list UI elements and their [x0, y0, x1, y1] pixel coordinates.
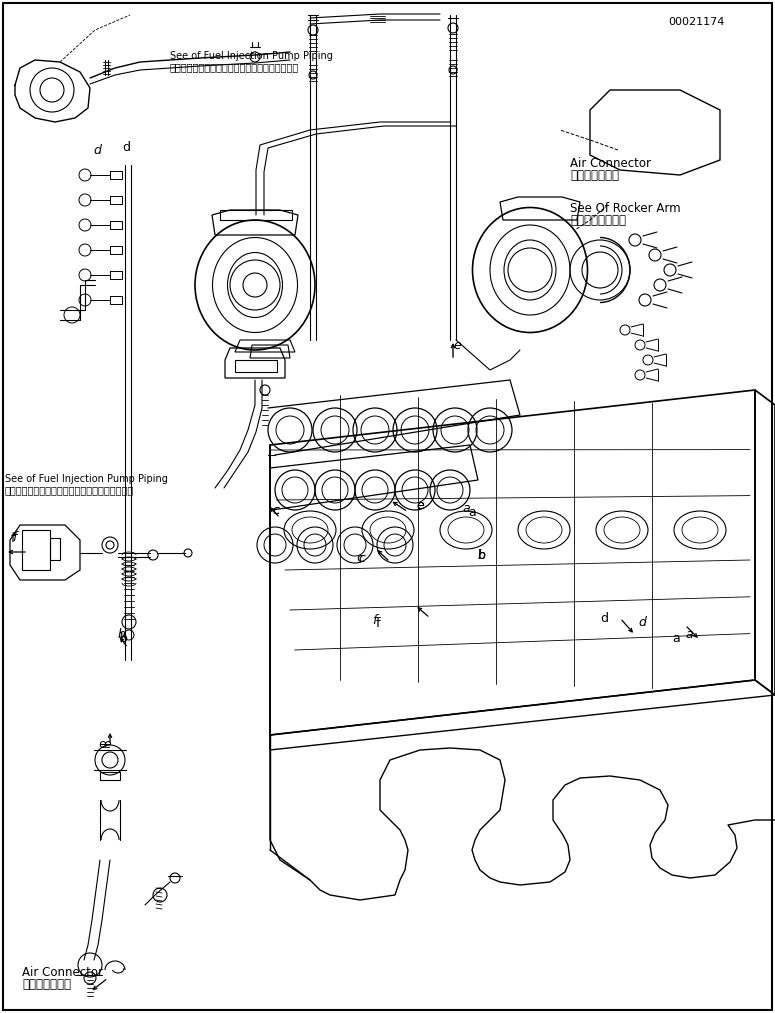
Text: エアーコネクタ: エアーコネクタ	[22, 979, 71, 992]
Text: ロッカアーム参照: ロッカアーム参照	[570, 214, 626, 227]
Text: d: d	[600, 612, 608, 624]
Text: f: f	[372, 614, 377, 626]
Text: e: e	[416, 498, 424, 512]
Text: e: e	[416, 498, 424, 512]
Text: a: a	[468, 505, 476, 519]
Text: d: d	[122, 141, 130, 154]
Text: エアーコネクタ: エアーコネクタ	[570, 168, 619, 181]
Text: フェエルインジェクションポンプパイピング参照: フェエルインジェクションポンプパイピング参照	[5, 485, 134, 495]
Text: e: e	[103, 738, 111, 752]
Text: d: d	[638, 616, 646, 628]
Text: f: f	[376, 617, 381, 629]
Text: c: c	[272, 503, 279, 517]
Text: a: a	[685, 628, 693, 641]
Text: a: a	[462, 501, 470, 515]
Bar	[220, 210, 292, 220]
Text: c: c	[272, 503, 279, 517]
Text: b: b	[478, 548, 486, 561]
Text: f: f	[12, 531, 16, 544]
Text: See of Fuel Injection Pump Piping: See of Fuel Injection Pump Piping	[170, 51, 333, 61]
Bar	[235, 360, 277, 372]
Text: Air Connector: Air Connector	[570, 156, 651, 169]
Text: b: b	[478, 548, 486, 561]
Bar	[100, 772, 120, 780]
Text: See of Fuel Injection Pump Piping: See of Fuel Injection Pump Piping	[5, 474, 168, 484]
Text: f: f	[11, 532, 16, 545]
Text: c: c	[356, 551, 363, 564]
Text: フェエルインジェクションポンプパイピング参照: フェエルインジェクションポンプパイピング参照	[170, 62, 299, 72]
Text: See Of Rocker Arm: See Of Rocker Arm	[570, 202, 680, 215]
Text: e: e	[453, 338, 461, 352]
Text: e: e	[98, 737, 105, 751]
Text: b: b	[120, 631, 128, 644]
Text: b: b	[118, 628, 126, 641]
Bar	[50, 538, 60, 560]
Text: c: c	[358, 551, 365, 564]
Bar	[22, 530, 50, 570]
Text: d: d	[93, 144, 101, 156]
Text: 00021174: 00021174	[668, 17, 725, 27]
Text: a: a	[672, 631, 680, 644]
Text: Air Connector: Air Connector	[22, 966, 103, 980]
